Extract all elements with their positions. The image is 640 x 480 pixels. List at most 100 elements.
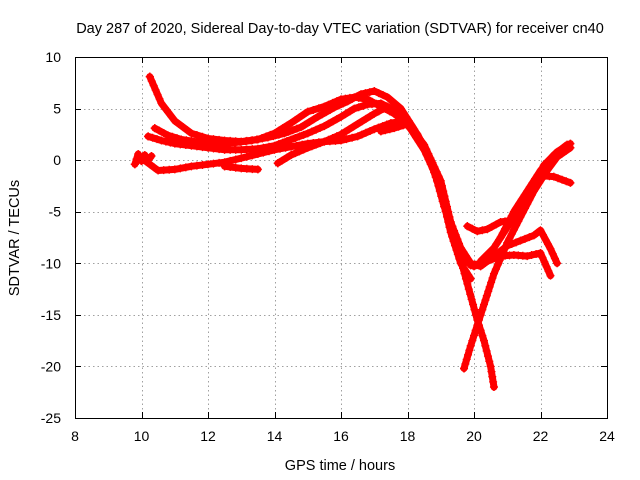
plus-marker (288, 126, 297, 135)
plus-marker (531, 174, 540, 183)
plus-marker (353, 132, 362, 141)
plus-marker (328, 133, 337, 142)
plus-marker (465, 346, 474, 355)
plus-marker (287, 150, 296, 159)
plus-marker (501, 224, 510, 233)
plus-marker (258, 134, 267, 143)
plus-marker (464, 285, 473, 294)
tick-marks (75, 57, 608, 419)
plus-marker (155, 126, 164, 135)
plus-marker (170, 165, 179, 174)
plus-marker (350, 104, 359, 113)
x-tick-label: 12 (200, 428, 216, 444)
series-track-12 (496, 140, 572, 242)
plus-marker (544, 267, 553, 276)
plus-marker (170, 139, 179, 148)
plus-marker (153, 135, 162, 144)
plus-marker (478, 331, 487, 340)
plus-marker (330, 103, 339, 112)
plus-marker (425, 156, 434, 165)
plus-marker (481, 296, 490, 305)
plus-marker (498, 229, 507, 238)
x-tick-label: 16 (333, 428, 349, 444)
plus-marker (160, 103, 169, 112)
plus-marker (334, 101, 343, 110)
plus-marker (484, 287, 493, 296)
plus-marker (421, 147, 430, 156)
x-tick-label: 14 (267, 428, 283, 444)
plus-marker (489, 377, 498, 386)
plus-marker (183, 126, 192, 135)
plus-marker (332, 132, 341, 141)
plus-marker (157, 136, 166, 145)
plus-marker (353, 120, 362, 129)
plus-marker (324, 119, 333, 128)
plus-marker (505, 234, 514, 243)
plus-marker (299, 110, 308, 119)
plus-marker (187, 162, 196, 171)
plus-marker (451, 234, 460, 243)
plus-marker (179, 123, 188, 132)
plus-marker (540, 258, 549, 267)
plus-marker (478, 226, 487, 235)
plus-marker (507, 212, 516, 221)
plus-marker (387, 97, 396, 106)
plus-marker (270, 145, 279, 154)
plus-marker (448, 225, 457, 234)
plus-marker (176, 164, 185, 173)
series-track-5 (130, 149, 156, 169)
plus-marker (464, 350, 473, 359)
plus-marker (274, 130, 283, 139)
plus-marker (445, 216, 454, 225)
plus-marker (509, 207, 518, 216)
plus-marker (309, 115, 318, 124)
plus-marker (390, 124, 399, 133)
plus-marker (482, 346, 491, 355)
plus-marker (553, 259, 562, 268)
plus-marker (385, 125, 394, 134)
plus-marker (303, 107, 312, 116)
plus-marker (495, 256, 504, 265)
plus-marker (512, 203, 521, 212)
plus-marker (450, 229, 459, 238)
plus-marker (341, 127, 350, 136)
plus-marker (150, 124, 159, 133)
plus-marker (299, 130, 308, 139)
plus-marker (157, 99, 166, 108)
plus-marker (166, 138, 175, 147)
plus-marker (464, 256, 473, 265)
plus-marker (144, 156, 153, 165)
plus-marker (147, 77, 156, 86)
plus-marker (215, 145, 224, 154)
plus-marker (342, 135, 351, 144)
plus-marker (263, 133, 272, 142)
plus-marker (356, 90, 365, 99)
plus-marker (313, 112, 322, 121)
plus-marker (324, 135, 333, 144)
plus-marker (187, 141, 196, 150)
plus-marker (316, 123, 325, 132)
plus-marker (468, 336, 477, 345)
plus-marker (486, 362, 495, 371)
plus-marker (241, 137, 250, 146)
plus-marker (292, 141, 301, 150)
plus-marker (174, 120, 183, 129)
plus-marker (558, 175, 567, 184)
plus-marker (427, 161, 436, 170)
plus-marker (337, 130, 345, 139)
plus-marker (543, 240, 552, 249)
plus-marker (485, 357, 494, 366)
plus-marker (161, 137, 170, 146)
plus-marker (291, 116, 300, 125)
plus-marker (348, 133, 357, 142)
plus-marker (230, 138, 239, 147)
plus-marker (314, 104, 323, 113)
plus-marker (549, 172, 558, 181)
plus-marker (287, 119, 296, 128)
plus-marker (435, 187, 444, 196)
plus-marker (248, 151, 257, 160)
plus-marker (248, 165, 257, 174)
plus-marker (488, 254, 497, 263)
plus-marker (361, 89, 370, 98)
y-tick-label: -15 (41, 307, 61, 323)
